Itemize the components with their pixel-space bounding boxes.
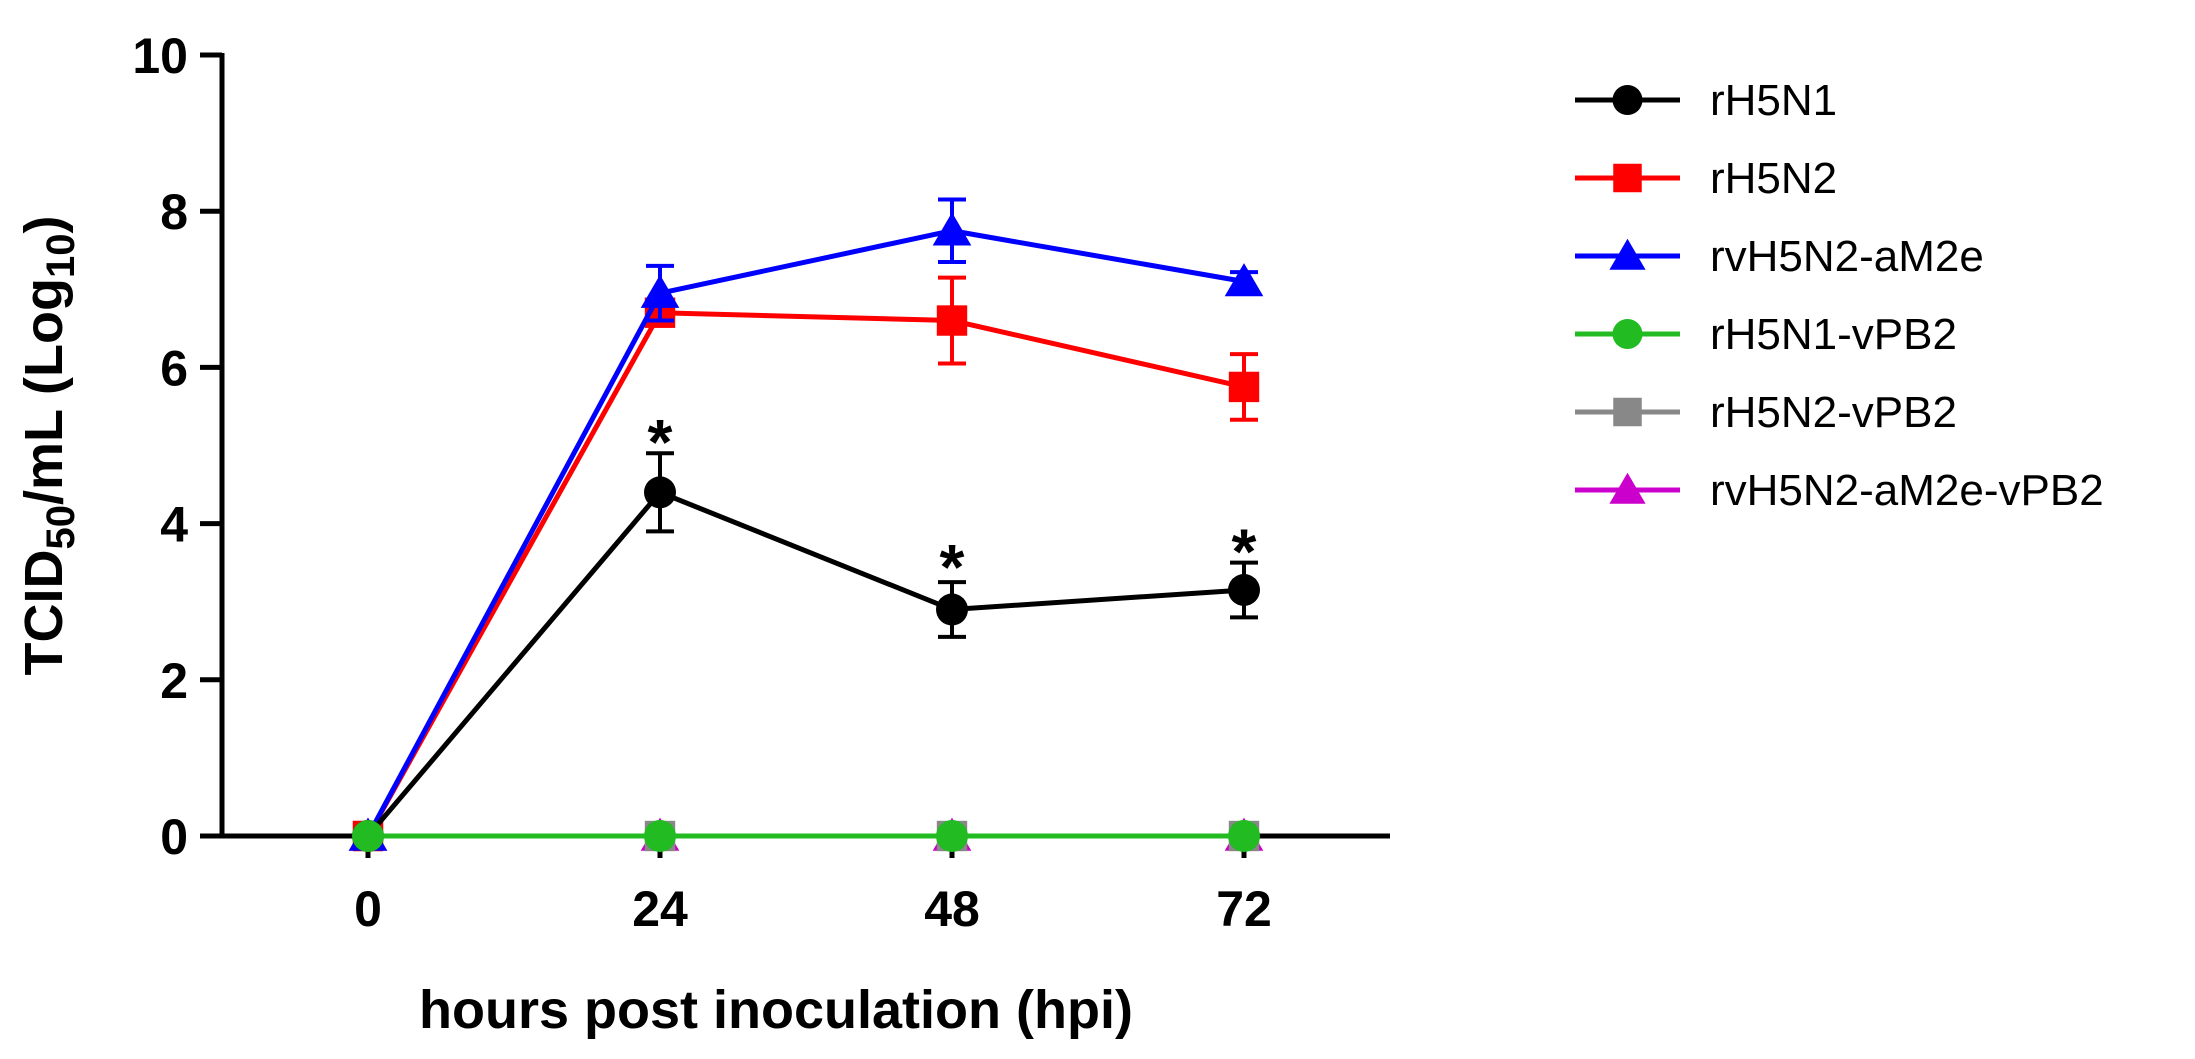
legend-item: rH5N1-vPB2	[1575, 310, 1957, 359]
y-title-mid: /mL (Log	[14, 278, 74, 505]
y-axis-title: TCID50/mL (Log10)	[14, 216, 83, 676]
y-tick-label: 8	[160, 184, 188, 240]
data-point	[1228, 573, 1260, 606]
legend-marker	[1613, 397, 1642, 427]
legend-item: rH5N1	[1575, 76, 1837, 125]
legend-item: rH5N2	[1575, 154, 1837, 203]
x-tick-label: 48	[924, 881, 980, 937]
series	[348, 197, 1264, 852]
legend: rH5N1 rH5N2 rvH5N2-aM2e rH5N1-vPB2 rH5N2-vPB…	[1575, 76, 2104, 515]
x-axis-title: hours post inoculation (hpi)	[419, 980, 1133, 1040]
legend-item: rH5N2-vPB2	[1575, 388, 1957, 437]
y-tick-label: 6	[160, 340, 188, 396]
y-tick-label: 4	[160, 497, 188, 553]
data-point	[640, 274, 680, 308]
data-point	[352, 820, 384, 852]
data-point	[1228, 820, 1260, 852]
legend-item: rvH5N2-aM2e-vPB2	[1575, 466, 2104, 515]
data-point	[644, 820, 676, 852]
legend-label: rH5N1	[1710, 76, 1837, 125]
legend-marker	[1609, 238, 1646, 270]
y-tick-label: 2	[160, 653, 188, 709]
legend-label: rH5N2-vPB2	[1710, 388, 1957, 437]
series-rH5N2	[352, 275, 1260, 852]
legend-marker	[1612, 85, 1643, 115]
data-point	[936, 305, 968, 336]
x-tick-label: 0	[354, 881, 382, 937]
data-point	[1228, 371, 1260, 403]
legend-label: rH5N2	[1710, 154, 1837, 203]
legend-marker	[1613, 163, 1642, 193]
legend-label: rvH5N2-aM2e-vPB2	[1710, 466, 2104, 515]
data-point	[932, 212, 972, 246]
significance-star: *	[1232, 515, 1257, 587]
series-line	[365, 310, 1245, 838]
x-tick-label: 24	[632, 881, 688, 937]
series-line	[365, 228, 1245, 838]
y-ticks: 0 2 4 6 8 10	[132, 28, 222, 865]
data-point	[644, 476, 676, 509]
y-title-sub1: 50	[39, 505, 83, 550]
legend-marker	[1609, 472, 1646, 504]
legend-label: rH5N1-vPB2	[1710, 310, 1957, 359]
series-rvH5N2-aM2e	[348, 197, 1264, 851]
y-title-prefix: TCID	[14, 549, 74, 675]
data-point	[1224, 263, 1264, 297]
annotations: * * *	[648, 406, 1257, 603]
series-rH5N1	[352, 451, 1260, 852]
significance-star: *	[940, 531, 965, 603]
x-tick-label: 72	[1216, 881, 1272, 937]
y-tick-label: 0	[160, 809, 188, 865]
x-ticks: 0 24 48 72	[354, 836, 1272, 937]
data-point	[936, 820, 968, 852]
y-title-suffix: )	[14, 216, 74, 234]
y-tick-label: 10	[132, 28, 188, 84]
series-rH5N1-vPB2	[352, 820, 1260, 852]
legend-label: rvH5N2-aM2e	[1710, 232, 1984, 281]
series-line	[366, 489, 1245, 838]
significance-star: *	[648, 406, 673, 478]
legend-item: rvH5N2-aM2e	[1575, 232, 1984, 281]
axes	[219, 53, 1390, 839]
data-point	[936, 593, 968, 626]
legend-marker	[1612, 319, 1643, 349]
y-title-sub2: 10	[39, 234, 83, 279]
